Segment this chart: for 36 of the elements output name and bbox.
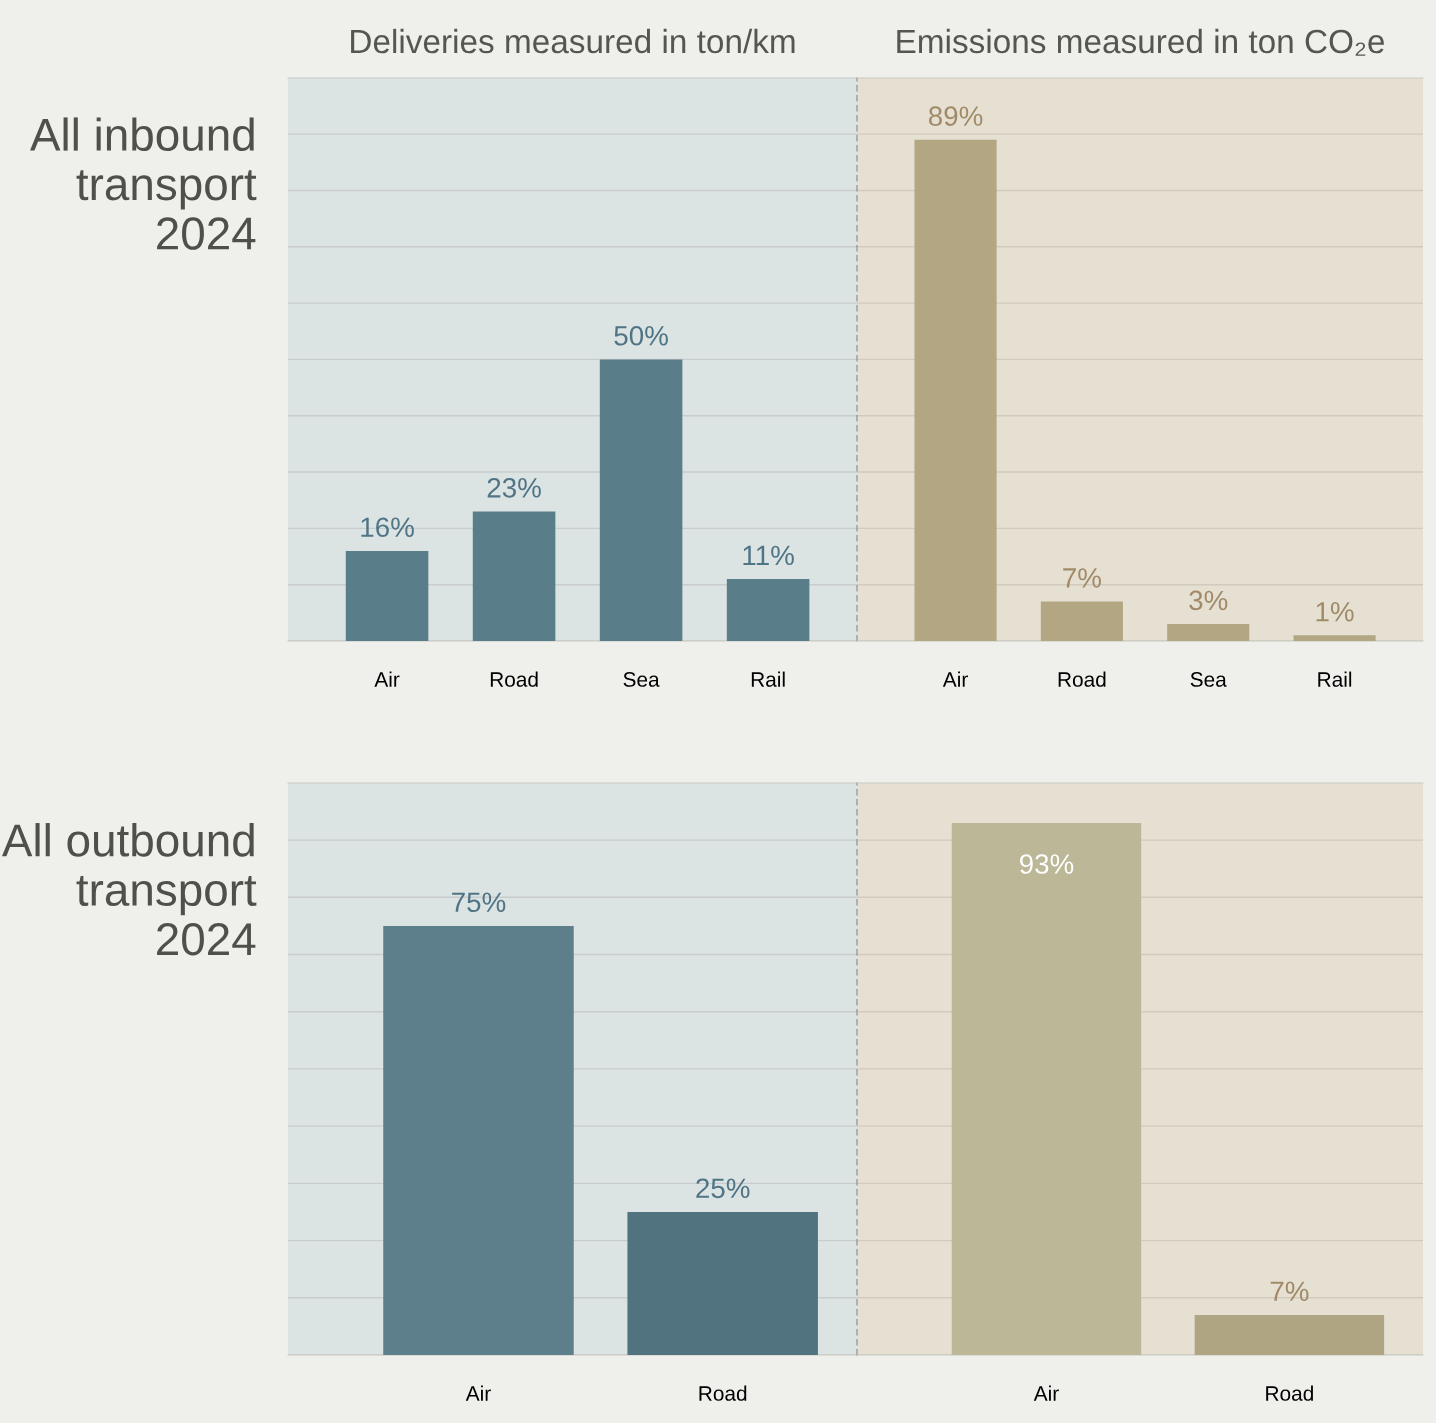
- bar: [1167, 624, 1250, 641]
- x-tick-label: Road: [1058, 671, 1106, 687]
- bar: [914, 139, 997, 641]
- chart-title: Emissions measured in ton CO₂e: [897, 28, 1384, 56]
- data-label: 50%: [614, 325, 668, 346]
- x-tick-label: Sea: [1190, 672, 1227, 687]
- x-tick-label: Air: [942, 671, 968, 687]
- x-tick-label: Road: [1266, 1385, 1313, 1401]
- data-label: 23%: [487, 477, 541, 498]
- bar: [726, 579, 810, 641]
- bar: [472, 511, 556, 641]
- data-label: 16%: [361, 517, 414, 538]
- x-tick-label: Road: [699, 1385, 747, 1401]
- bar: [599, 359, 683, 641]
- x-tick-label: Air: [1033, 1385, 1059, 1401]
- x-tick-label: Road: [490, 671, 538, 687]
- bar: [1293, 635, 1376, 641]
- data-label: 93%: [1019, 854, 1074, 874]
- x-tick-label: Sea: [623, 672, 660, 687]
- data-label: 11%: [743, 545, 794, 566]
- x-tick-label: Rail: [1318, 671, 1352, 687]
- data-label: 7%: [1063, 568, 1101, 588]
- x-tick-label: Air: [374, 671, 400, 687]
- x-tick-label: Air: [465, 1385, 491, 1401]
- bar: [345, 550, 429, 641]
- data-label: 1%: [1316, 602, 1354, 622]
- y-axis-title: All outbound transport 2024: [1, 823, 257, 956]
- data-label: 75%: [452, 892, 506, 913]
- data-label: 7%: [1270, 1281, 1309, 1302]
- x-tick-label: Rail: [751, 671, 785, 687]
- data-label: 3%: [1189, 590, 1228, 611]
- data-label: 89%: [928, 106, 983, 126]
- data-label: 25%: [696, 1178, 750, 1199]
- bar: [1040, 601, 1123, 641]
- chart-title: Deliveries measured in ton/km: [351, 28, 795, 54]
- y-axis-title: All inbound transport 2024: [30, 117, 257, 250]
